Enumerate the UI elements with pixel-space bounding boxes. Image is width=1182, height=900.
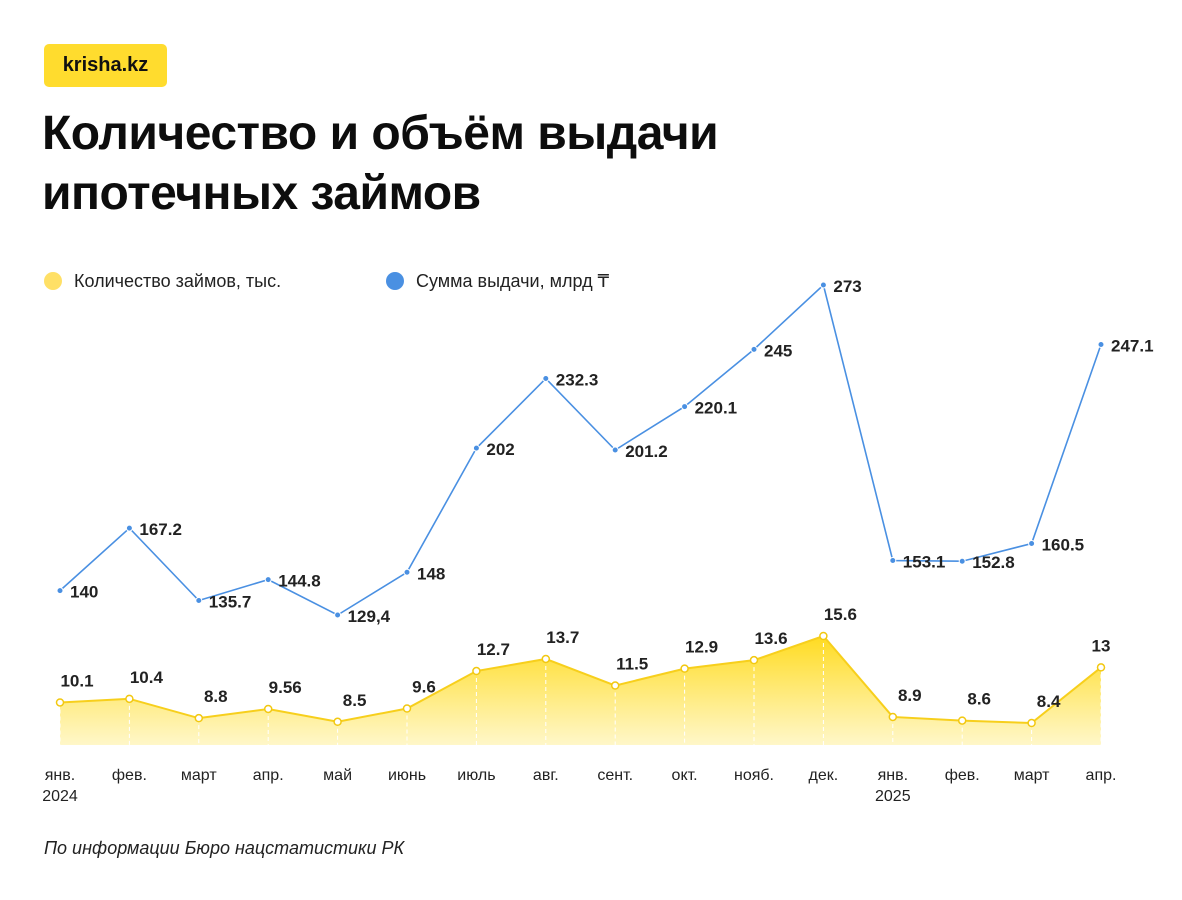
count-label: 12.7: [477, 640, 510, 659]
count-point: [125, 694, 134, 704]
count-label: 8.6: [967, 690, 991, 709]
sum-point: [125, 524, 133, 532]
legend-swatch-sum: [386, 272, 404, 290]
sum-point: [472, 444, 480, 452]
count-point: [1027, 718, 1036, 728]
sum-point: [195, 597, 203, 605]
count-label: 8.5: [343, 691, 367, 710]
x-tick-label: май: [323, 767, 352, 784]
x-tick-label: фев.: [945, 767, 980, 784]
sum-label: 201.2: [625, 442, 668, 461]
x-tick-label: нояб.: [734, 767, 774, 784]
count-outline: [59, 634, 1102, 725]
count-label: 9.56: [269, 678, 302, 697]
sum-label: 202: [486, 440, 514, 459]
x-tick-label: сент.: [597, 767, 633, 784]
count-label: 13.7: [546, 628, 579, 647]
sum-point: [1028, 540, 1036, 548]
sum-label: 144.8: [278, 572, 321, 591]
sum-label: 152.8: [972, 553, 1015, 572]
sum-label: 148: [417, 564, 445, 583]
count-point: [472, 666, 481, 676]
sum-label: 245: [764, 341, 792, 360]
count-point: [749, 655, 759, 665]
count-point: [541, 654, 551, 664]
page-title: Количество и объём выдачи ипотечных займ…: [42, 104, 719, 224]
count-point: [610, 681, 620, 690]
sum-point: [1097, 341, 1105, 349]
legend-label-count: Количество займов, тыс.: [74, 270, 282, 291]
sum-label: 160.5: [1042, 536, 1085, 555]
sum-point: [264, 576, 272, 584]
x-tick-label: янв.: [878, 767, 908, 784]
count-point: [55, 698, 65, 707]
x-tick-label: фев.: [112, 767, 147, 784]
x-tick-year: 2024: [42, 788, 78, 805]
x-tick-label: июль: [457, 767, 495, 784]
count-label: 10.1: [60, 671, 93, 690]
x-tick-year: 2025: [875, 788, 911, 805]
count-point: [957, 716, 967, 725]
sum-label: 153.1: [903, 553, 946, 572]
count-label: 8.8: [204, 687, 228, 706]
sum-point: [958, 557, 966, 565]
sum-point: [56, 587, 64, 595]
sum-label: 167.2: [139, 520, 182, 539]
sum-label: 220.1: [695, 399, 738, 418]
sum-point: [611, 446, 619, 454]
sum-label: 135.7: [209, 593, 252, 612]
sum-label: 129,4: [348, 607, 391, 626]
legend-swatch-count: [44, 272, 62, 290]
legend-item-count: Количество займов, тыс.: [44, 268, 281, 294]
count-label: 13: [1092, 636, 1111, 655]
count-label: 13.6: [754, 629, 787, 648]
x-tick-label: янв.: [45, 767, 75, 784]
count-label: 12.9: [685, 638, 718, 657]
legend-item-sum: Сумма выдачи, млрд ₸: [386, 268, 609, 294]
sum-point: [681, 403, 689, 411]
x-tick-label: авг.: [533, 767, 559, 784]
count-point: [333, 717, 342, 727]
sum-label: 140: [70, 583, 98, 602]
count-label: 9.6: [412, 678, 436, 697]
title-line-2: ипотечных займов: [42, 167, 481, 220]
title-line-1: Количество и объём выдачи: [42, 107, 719, 160]
count-point: [680, 664, 689, 673]
sum-label: 247.1: [1111, 337, 1154, 356]
count-label: 15.6: [824, 605, 857, 624]
x-tick-label: апр.: [1086, 767, 1117, 784]
count-point: [819, 631, 828, 641]
source-note: По информации Бюро нацстатистики РК: [44, 838, 405, 858]
x-tick-label: апр.: [253, 767, 284, 784]
x-tick-label: дек.: [809, 767, 839, 784]
sum-line: [59, 283, 1102, 616]
x-tick-label: март: [1014, 767, 1050, 784]
sum-point: [889, 557, 897, 565]
sum-point: [750, 345, 758, 353]
x-tick-label: март: [181, 767, 217, 784]
sum-point: [334, 611, 342, 619]
x-tick-label: июнь: [388, 767, 426, 784]
legend-label-sum: Сумма выдачи, млрд ₸: [416, 270, 610, 291]
sum-label: 232.3: [556, 371, 599, 390]
count-point: [194, 713, 204, 723]
count-label: 8.4: [1037, 692, 1061, 711]
sum-label: 273: [833, 277, 861, 296]
count-point: [263, 704, 273, 714]
count-area: [60, 636, 1101, 745]
sum-point: [403, 568, 411, 576]
krisha-logo: krisha.kz: [44, 44, 167, 87]
count-point: [1096, 663, 1106, 672]
sum-point: [819, 281, 827, 289]
count-point: [402, 704, 412, 713]
count-label: 8.9: [898, 686, 922, 705]
count-label: 11.5: [616, 655, 648, 674]
count-label: 10.4: [130, 668, 164, 687]
sum-point: [542, 375, 550, 383]
count-point: [888, 712, 898, 722]
x-tick-label: окт.: [672, 767, 698, 784]
